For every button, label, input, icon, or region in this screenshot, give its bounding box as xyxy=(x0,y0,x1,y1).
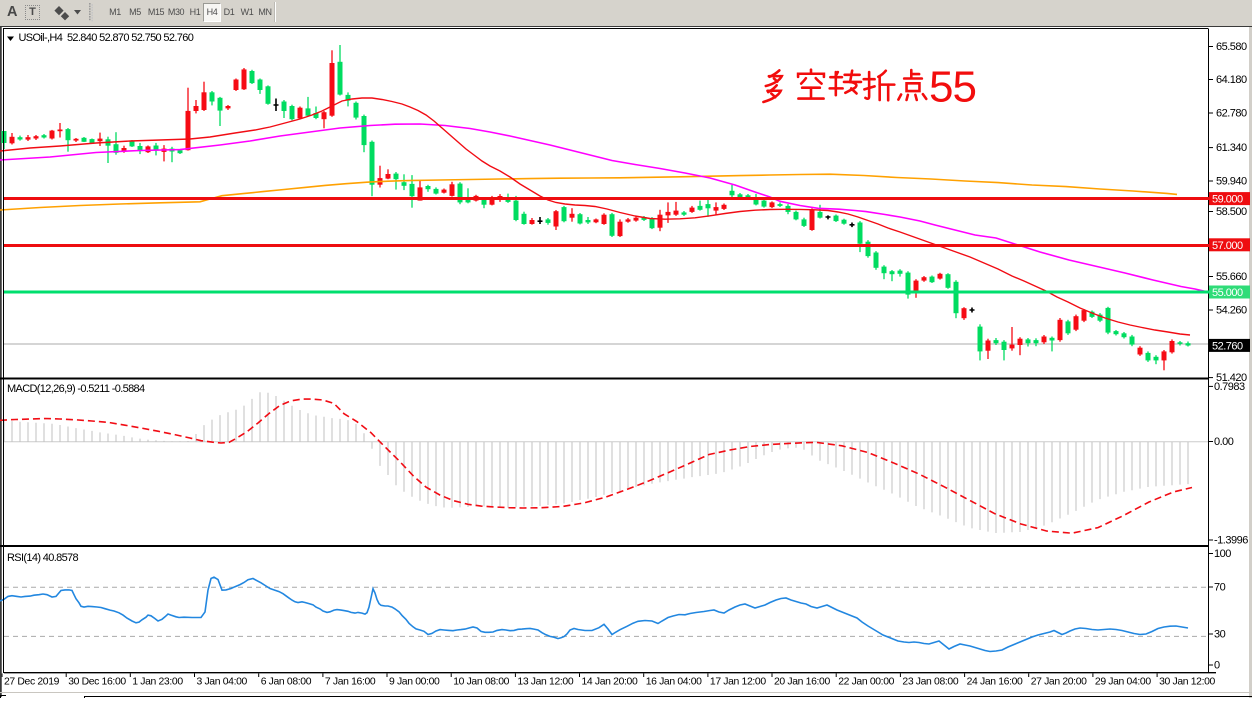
svg-text:30 Jan 12:00: 30 Jan 12:00 xyxy=(1159,677,1215,688)
svg-text:14 Jan 20:00: 14 Jan 20:00 xyxy=(582,677,638,688)
svg-text:20 Jan 16:00: 20 Jan 16:00 xyxy=(774,677,830,688)
svg-text:55: 55 xyxy=(929,63,977,112)
svg-text:55.000: 55.000 xyxy=(1212,287,1243,299)
svg-text:22 Jan 00:00: 22 Jan 00:00 xyxy=(838,677,894,688)
svg-text:MACD(12,26,9) -0.5211 -0.5884: MACD(12,26,9) -0.5211 -0.5884 xyxy=(7,383,145,395)
svg-text:54.260: 54.260 xyxy=(1216,305,1247,317)
svg-text:6 Jan 08:00: 6 Jan 08:00 xyxy=(261,677,312,688)
svg-text:7 Jan 16:00: 7 Jan 16:00 xyxy=(325,677,376,688)
svg-text:52.760: 52.760 xyxy=(1212,340,1243,352)
svg-text:23 Jan 08:00: 23 Jan 08:00 xyxy=(902,677,958,688)
svg-text:24 Jan 16:00: 24 Jan 16:00 xyxy=(967,677,1023,688)
svg-text:65.580: 65.580 xyxy=(1216,41,1247,53)
svg-text:9 Jan 00:00: 9 Jan 00:00 xyxy=(389,677,440,688)
svg-text:0.7983: 0.7983 xyxy=(1214,381,1245,393)
svg-text:51.420: 51.420 xyxy=(1216,372,1247,384)
svg-text:17 Jan 12:00: 17 Jan 12:00 xyxy=(710,677,766,688)
svg-text:16 Jan 04:00: 16 Jan 04:00 xyxy=(646,677,702,688)
svg-text:29 Jan 04:00: 29 Jan 04:00 xyxy=(1095,677,1151,688)
svg-text:64.180: 64.180 xyxy=(1216,74,1247,86)
svg-text:10 Jan 08:00: 10 Jan 08:00 xyxy=(453,677,509,688)
svg-text:61.340: 61.340 xyxy=(1216,142,1247,154)
svg-text:27 Jan 20:00: 27 Jan 20:00 xyxy=(1031,677,1087,688)
svg-text:30: 30 xyxy=(1214,629,1226,641)
svg-text:RSI(14) 40.8578: RSI(14) 40.8578 xyxy=(7,552,78,564)
svg-text:59.000: 59.000 xyxy=(1212,194,1243,206)
svg-text:USOil-,H4 52.840 52.870 52.75: USOil-,H4 52.840 52.870 52.750 52.760 xyxy=(19,32,194,44)
svg-text:-1.3996: -1.3996 xyxy=(1214,535,1248,547)
svg-text:0.00: 0.00 xyxy=(1214,436,1234,448)
svg-text:27 Dec 2019: 27 Dec 2019 xyxy=(4,677,60,688)
svg-text:0: 0 xyxy=(1214,660,1220,672)
svg-text:1 Jan 23:00: 1 Jan 23:00 xyxy=(132,677,183,688)
svg-text:58.500: 58.500 xyxy=(1216,206,1247,218)
svg-text:100: 100 xyxy=(1214,548,1231,560)
svg-text:3 Jan 04:00: 3 Jan 04:00 xyxy=(197,677,248,688)
svg-text:30 Dec 16:00: 30 Dec 16:00 xyxy=(68,677,126,688)
svg-text:13 Jan 12:00: 13 Jan 12:00 xyxy=(517,677,573,688)
svg-text:59.940: 59.940 xyxy=(1216,176,1247,188)
svg-text:70: 70 xyxy=(1214,582,1226,594)
svg-text:55.660: 55.660 xyxy=(1216,271,1247,283)
svg-text:62.780: 62.780 xyxy=(1216,108,1247,120)
svg-text:57.000: 57.000 xyxy=(1212,240,1243,252)
